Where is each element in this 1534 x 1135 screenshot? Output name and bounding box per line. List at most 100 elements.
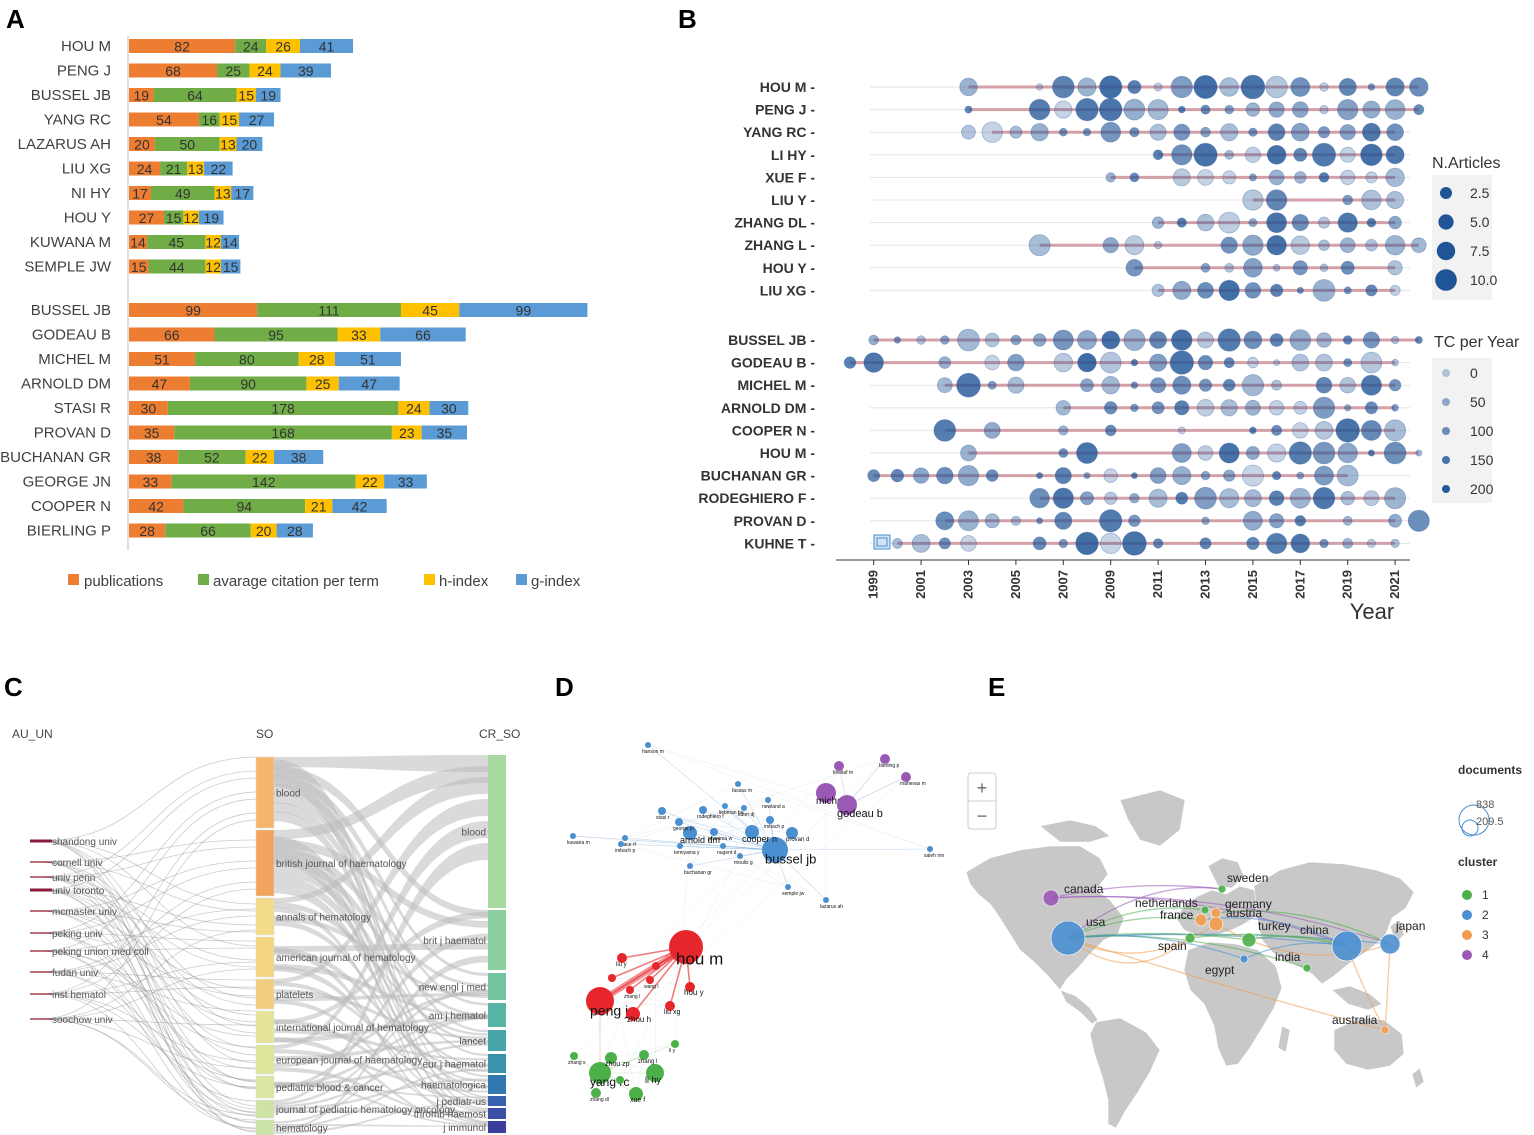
country-link (1067, 934, 1245, 960)
network-node-label: zhou zp (605, 1061, 630, 1068)
network-edge-faint (724, 805, 741, 857)
sankey-so-node (255, 936, 275, 978)
publication-bubble (1010, 334, 1022, 346)
author-label: GODEAU B (32, 327, 111, 344)
network-edge (624, 837, 776, 851)
publication-bubble (1272, 263, 1281, 272)
network-node-label: zhou h (627, 1015, 651, 1024)
publication-bubble (1032, 536, 1047, 551)
bar-segment-g-index (280, 63, 332, 78)
publication-bubble (984, 513, 1000, 529)
network-node (816, 783, 836, 803)
publication-bubble (1196, 398, 1215, 417)
publication-bubble (1196, 213, 1215, 232)
network-node (710, 828, 718, 836)
publication-bubble (1151, 283, 1165, 297)
sankey-source-label: peking univ (52, 929, 103, 940)
sankey-flow-band (274, 777, 488, 904)
publication-bubble (1122, 531, 1147, 556)
bar-segment-g-index (239, 112, 275, 127)
network-node-label: imbach p (764, 824, 785, 830)
bar-segment-g-index (421, 425, 467, 440)
bar-segment-avarage-citation-per-term (235, 39, 267, 53)
map-zoom-out-button[interactable]: − (977, 806, 988, 826)
publication-bubble (1100, 532, 1122, 555)
publication-bubble (1244, 282, 1262, 299)
publication-bubble (1105, 172, 1116, 183)
legend-articles-value: 10.0 (1470, 272, 1497, 288)
publication-bubble (1077, 77, 1097, 97)
publication-bubble (1172, 466, 1192, 486)
publication-bubble (1102, 237, 1119, 254)
bar-value-label: 66 (200, 523, 216, 539)
network-node (645, 742, 651, 748)
publication-bubble (1340, 491, 1355, 506)
publication-bubble (1124, 235, 1145, 256)
network-node-label: li y (669, 1048, 676, 1054)
publication-bubble (1075, 98, 1099, 122)
legend-tc-value: 150 (1470, 452, 1494, 468)
publication-bubble (1384, 234, 1406, 256)
publication-bubble (1385, 77, 1405, 97)
author-label: LAZARUS AH (18, 136, 111, 153)
sankey-flow-band (274, 1067, 488, 1119)
sankey-flow (39, 1018, 259, 1026)
legend-cluster-value: 2 (1482, 908, 1489, 922)
legend-cluster-dot (1462, 890, 1472, 900)
network-edge-faint (739, 855, 827, 901)
map-zoom-in-button[interactable]: + (977, 778, 988, 798)
network-node (683, 826, 697, 840)
publication-bubble (867, 469, 881, 483)
publication-bubble (1365, 171, 1378, 184)
publication-bubble (1409, 77, 1429, 97)
publication-bubble (1104, 424, 1117, 437)
bar-value-label: 38 (291, 450, 307, 466)
bar-value-label: 19 (134, 88, 150, 104)
publication-bubble (1292, 422, 1309, 439)
bar-segment-avarage-citation-per-term (189, 376, 307, 391)
publication-bubble (892, 538, 903, 549)
network-node (626, 1007, 640, 1021)
author-label: RODEGHIERO F - (698, 490, 815, 506)
bar-segment-g-index (334, 352, 401, 366)
legend-articles-circle (1440, 187, 1452, 199)
bar-value-label: 15 (166, 210, 182, 226)
publication-bubble (916, 335, 926, 345)
publication-bubble (1271, 379, 1282, 391)
publication-bubble (1342, 194, 1353, 206)
panel-label-d: D (555, 672, 574, 702)
country-label: france (1160, 908, 1194, 922)
network-node (570, 833, 576, 839)
publication-bubble (1414, 335, 1423, 344)
network-node (658, 807, 666, 815)
legend-articles-value: 5.0 (1470, 214, 1490, 230)
network-edge-faint (620, 843, 789, 888)
sankey-flow (39, 840, 259, 947)
publication-bubble (1128, 514, 1141, 528)
sankey-flow-band (274, 1037, 488, 1125)
bar-segment-g-index (198, 210, 224, 225)
x-tick-label: 2015 (1245, 570, 1260, 599)
sankey-flow (39, 986, 259, 995)
network-edge-faint (611, 977, 637, 1095)
publication-bubble (1058, 448, 1069, 458)
network-edge (678, 821, 776, 851)
bar-value-label: 13 (188, 161, 204, 177)
publication-bubble (1364, 401, 1378, 415)
sankey-flow (39, 861, 259, 912)
sankey-so-label: journal of pediatric hematology oncology (275, 1105, 455, 1116)
country-label: canada (1064, 882, 1104, 896)
publication-bubble (1265, 189, 1288, 211)
bar-segment-publications (129, 327, 215, 342)
bar-value-label: 45 (168, 235, 184, 251)
publication-bubble (1152, 538, 1164, 549)
sankey-source-label: univ penn (52, 873, 95, 884)
bar-value-label: 26 (275, 39, 291, 55)
sankey-flow (39, 950, 259, 1037)
bar-value-label: 12 (205, 235, 221, 251)
bar-segment-g-index (231, 186, 254, 200)
sankey-so-node (255, 1010, 275, 1044)
publication-bubble (1150, 377, 1167, 394)
country-node-japan (1379, 933, 1401, 955)
publication-bubble (957, 328, 980, 352)
